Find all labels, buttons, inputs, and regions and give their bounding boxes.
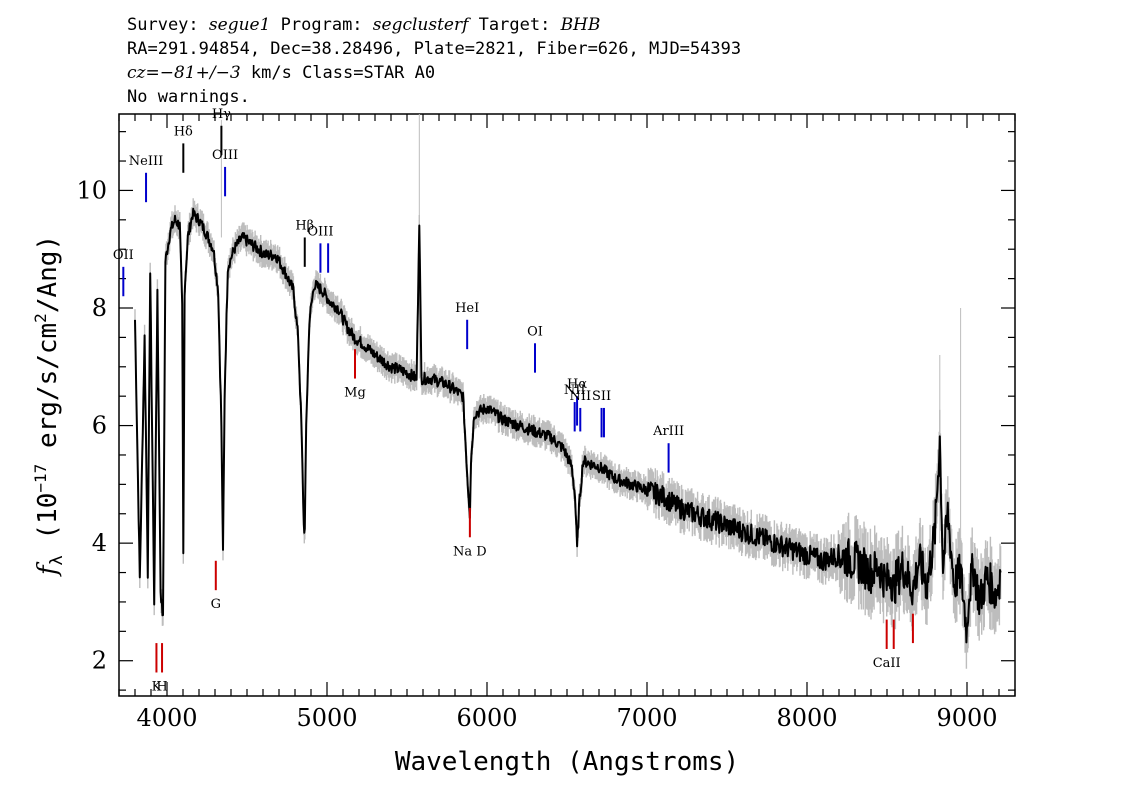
x-axis-label: Wavelength (Angstroms) <box>395 747 739 777</box>
x-tick-label: 4000 <box>136 704 197 732</box>
line-label: OIII <box>307 224 333 239</box>
axis-tick-labels: 4000 5000 6000 7000 8000 9000 2 4 6 8 10 <box>76 176 997 732</box>
line-label: Na D <box>453 544 487 559</box>
y-axis-label: fλ (10−17 erg/s/cm2/Ang) <box>31 235 67 577</box>
flux-series <box>134 207 1002 644</box>
line-label: Hδ <box>174 124 193 139</box>
x-tick-label: 5000 <box>296 704 357 732</box>
line-label: Hα <box>567 377 587 392</box>
line-label: ArIII <box>652 424 684 439</box>
header-line-3: cz=−81+/−3 km/s Class=STAR A0 <box>127 63 435 83</box>
line-label: NII <box>569 389 591 404</box>
y-tick-label: 2 <box>92 647 107 675</box>
error-band-path <box>134 198 1002 669</box>
x-tick-label: 6000 <box>456 704 517 732</box>
line-label: OI <box>527 324 543 339</box>
line-label: NII <box>564 383 586 398</box>
axis-ticks <box>118 114 1016 696</box>
flux-line <box>134 207 1002 644</box>
line-label: NeIII <box>129 154 163 169</box>
header-line-1: Survey: segue1 Program: segclusterf Targ… <box>127 15 600 35</box>
y-tick-label: 6 <box>92 412 107 440</box>
x-tick-label: 9000 <box>936 704 997 732</box>
line-label: HeI <box>455 301 479 316</box>
line-label: Hβ <box>295 218 314 233</box>
line-label: H <box>156 679 167 694</box>
line-label: OIII <box>212 148 238 163</box>
line-label: CaII <box>873 656 901 671</box>
header-line-4: No warnings. <box>127 87 250 107</box>
line-label: OII <box>113 248 134 263</box>
y-tick-label: 8 <box>92 294 107 322</box>
line-label: G <box>211 597 221 612</box>
y-tick-label: 10 <box>76 176 107 204</box>
line-label: SII <box>592 389 611 404</box>
x-tick-label: 7000 <box>616 704 677 732</box>
line-label: K <box>152 679 162 694</box>
line-label: Mg <box>344 386 366 401</box>
x-tick-label: 8000 <box>776 704 837 732</box>
line-label: Hγ <box>212 107 231 122</box>
header-line-2: RA=291.94854, Dec=38.28496, Plate=2821, … <box>127 39 741 59</box>
y-tick-label: 4 <box>92 529 107 557</box>
